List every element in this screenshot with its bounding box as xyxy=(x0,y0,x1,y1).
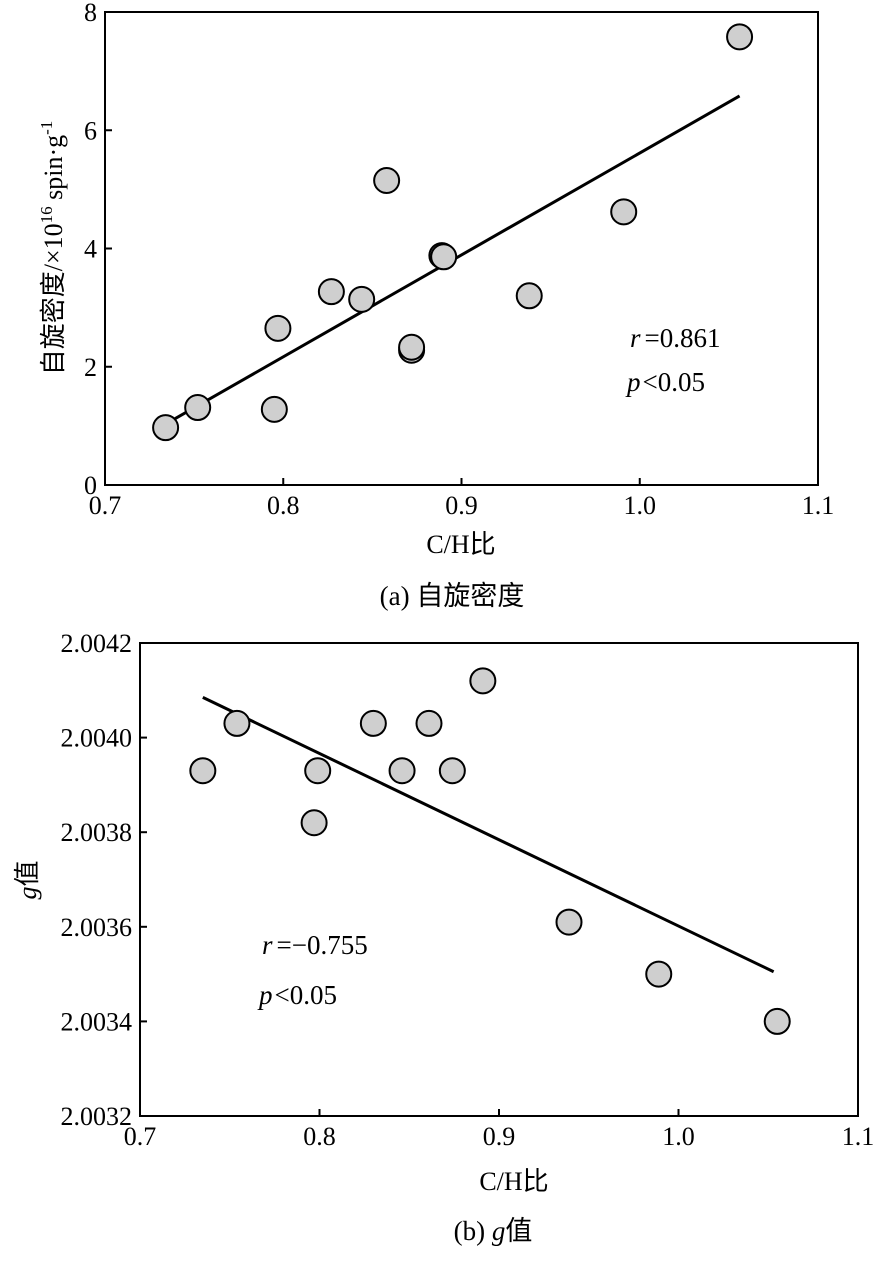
data-point xyxy=(260,395,288,423)
data-point xyxy=(359,709,387,737)
y-tick-label: 6 xyxy=(84,116,97,145)
chart-b-caption: (b) g值 xyxy=(454,1216,533,1246)
chart-b-stat-p: p<0.05 xyxy=(257,980,337,1010)
chart-b-y-axis: 2.0032 2.0034 2.0036 2.0038 2.0040 2.0042 xyxy=(61,629,147,1131)
chart-b-fit-line xyxy=(202,696,775,974)
y-tick-label: 4 xyxy=(84,235,97,264)
chart-a-plot-frame xyxy=(104,11,819,486)
chart-b-plot-frame xyxy=(139,642,859,1117)
data-point xyxy=(515,282,543,310)
data-point xyxy=(304,757,332,785)
x-tick-label: 1.1 xyxy=(802,491,835,520)
chart-b-y-axis-label: g值 xyxy=(13,860,42,899)
data-point xyxy=(610,198,638,226)
y-tick-label: 8 xyxy=(84,0,97,27)
data-point xyxy=(300,809,328,837)
chart-a-stat-r: r =0.861 xyxy=(630,323,721,353)
chart-b-stat-r: r =−0.755 xyxy=(262,930,368,960)
chart-b-g-value: 0.7 0.8 0.9 1.0 1.1 2.0032 2.0034 2.0036 2.0038… xyxy=(13,629,874,1246)
data-point xyxy=(726,23,754,51)
data-point xyxy=(317,278,345,306)
x-tick-label: 0.9 xyxy=(445,491,478,520)
data-point xyxy=(152,414,180,442)
data-point xyxy=(645,960,673,988)
chart-a-points xyxy=(152,23,754,442)
data-point xyxy=(223,709,251,737)
x-tick-label: 0.8 xyxy=(303,1122,336,1151)
y-tick-label: 2.0036 xyxy=(61,913,133,942)
chart-b-x-axis-label: C/H比 xyxy=(479,1167,548,1196)
data-point xyxy=(555,908,583,936)
data-point xyxy=(438,757,466,785)
x-tick-label: 1.0 xyxy=(624,491,657,520)
x-tick-label: 0.7 xyxy=(124,1122,157,1151)
data-point xyxy=(189,757,217,785)
chart-b-points xyxy=(189,667,791,1035)
chart-a-stat-p: p<0.05 xyxy=(625,367,705,397)
data-point xyxy=(398,333,426,361)
y-tick-label: 2.0038 xyxy=(61,818,133,847)
chart-b-x-axis: 0.7 0.8 0.9 1.0 1.1 xyxy=(124,1109,874,1151)
x-tick-label: 0.8 xyxy=(267,491,300,520)
data-point xyxy=(348,285,376,313)
data-point xyxy=(469,667,497,695)
data-point xyxy=(373,167,401,195)
y-tick-label: 2 xyxy=(84,353,97,382)
x-tick-label: 1.1 xyxy=(842,1122,874,1151)
y-tick-label: 0 xyxy=(84,471,97,500)
chart-a-spin-density: 0.7 0.8 0.9 1.0 1.1 0 2 4 6 8 r =0.861 p<0.05 C/H… xyxy=(37,0,834,611)
data-point xyxy=(264,314,292,342)
y-tick-label: 2.0040 xyxy=(61,724,133,753)
x-tick-label: 0.7 xyxy=(89,491,122,520)
data-point xyxy=(430,243,458,271)
chart-a-x-axis-label: C/H比 xyxy=(426,530,495,559)
y-tick-label: 2.0032 xyxy=(61,1102,133,1131)
data-point xyxy=(184,394,212,422)
chart-a-caption: (a) 自旋密度 xyxy=(380,581,525,611)
data-point xyxy=(415,709,443,737)
y-tick-label: 2.0034 xyxy=(61,1007,133,1036)
chart-a-x-axis: 0.7 0.8 0.9 1.0 1.1 xyxy=(89,478,835,520)
data-point xyxy=(763,1007,791,1035)
data-point xyxy=(388,757,416,785)
x-tick-label: 1.0 xyxy=(662,1122,695,1151)
x-tick-label: 0.9 xyxy=(483,1122,516,1151)
y-tick-label: 2.0042 xyxy=(61,629,133,658)
chart-a-y-axis-label: 自旋密度/×1016 spin·g-1 xyxy=(37,121,68,376)
chart-a-y-axis: 0 2 4 6 8 xyxy=(84,0,112,500)
